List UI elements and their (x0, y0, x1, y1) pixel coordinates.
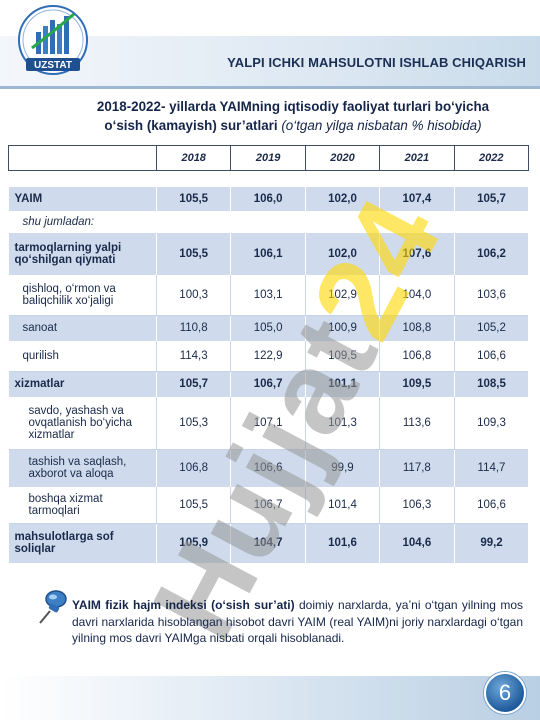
year-2022: 2022 (453, 145, 529, 171)
cell-value: 106,8 (379, 341, 455, 372)
cell-value: 103,1 (230, 275, 306, 316)
table-row: shu jumladan: (9, 211, 529, 233)
cell-value: 99,9 (304, 449, 380, 487)
table-row: tashish va saqlash, axborot va aloqa 106… (8, 449, 529, 487)
table-title-line1: 2018-2022- yillarda YAIMning iqtisodiy f… (96, 99, 490, 114)
table-row: sanoat 110,8 105,0 100,9 108,8 105,2 (8, 315, 529, 341)
page-number: 6 (484, 672, 526, 714)
row-label: tarmoqlarning yalpi qo‘shilgan qiymati (8, 233, 157, 275)
logo-text: UZSTAT (34, 60, 72, 71)
cell-value: 105,5 (155, 487, 231, 524)
cell-value: 106,3 (379, 487, 455, 524)
cell-value: 101,6 (304, 523, 380, 563)
cell-value: 109,3 (453, 397, 529, 450)
header-divider (0, 86, 540, 89)
cell-value: 114,7 (453, 449, 529, 487)
header-band (0, 36, 540, 86)
table-row: boshqa xizmat tarmoqlari 105,5 106,7 101… (8, 487, 529, 524)
year-header-empty (8, 145, 157, 171)
cell-value: 105,9 (155, 523, 231, 563)
cell-value: 109,5 (379, 371, 455, 397)
cell-value: 101,4 (304, 487, 380, 524)
row-label: xizmatlar (8, 371, 157, 397)
cell-value: 102,9 (304, 275, 380, 316)
cell-value: 106,2 (453, 233, 529, 275)
table-title-line2: o‘sish (kamayish) sur’atlari (o‘tgan yil… (58, 116, 528, 135)
cell-value: 105,0 (230, 315, 306, 341)
row-label: shu jumladan: (22, 216, 95, 228)
table-title: 2018-2022- yillarda YAIMning iqtisodiy f… (58, 97, 528, 135)
cell-value: 106,8 (155, 449, 231, 487)
cell-value: 104,6 (379, 523, 455, 563)
cell-value: 107,6 (379, 233, 455, 275)
table-row: savdo, yashash va ovqatlanish bo‘yicha x… (8, 397, 529, 450)
table-title-note: (o‘tgan yilga nisbatan % hisobida) (281, 118, 482, 133)
table-row: qishloq, o‘rmon va baliqchilik xo‘jaligi… (8, 275, 529, 316)
cell-value: 106,0 (230, 187, 306, 211)
row-label: tashish va saqlash, axborot va aloqa (8, 449, 157, 487)
cell-value: 105,7 (453, 187, 529, 211)
cell-value: 104,0 (379, 275, 455, 316)
cell-value: 99,2 (453, 523, 529, 563)
cell-value: 105,5 (155, 187, 231, 211)
cell-value: 106,1 (230, 233, 306, 275)
table-row: YAIM 105,5 106,0 102,0 107,4 105,7 (8, 187, 529, 211)
cell-value: 100,9 (304, 315, 380, 341)
cell-value: 101,3 (304, 397, 380, 450)
row-label: sanoat (8, 315, 157, 341)
page-title: YALPI ICHKI MAHSULOTNI ISHLAB CHIQARISH (227, 55, 526, 70)
pushpin-icon (39, 590, 67, 624)
cell-value: 105,7 (155, 371, 231, 397)
footnote: YAIM fizik hajm indeksi (o‘sish sur’ati)… (18, 597, 523, 647)
cell-value: 106,7 (230, 371, 306, 397)
row-label: YAIM (8, 187, 157, 211)
year-2021: 2021 (379, 145, 455, 171)
year-2019: 2019 (230, 145, 306, 171)
cell-value: 108,8 (379, 315, 455, 341)
cell-value: 109,5 (304, 341, 380, 372)
cell-value: 105,2 (453, 315, 529, 341)
footnote-bold: YAIM fizik hajm indeksi (o‘sish sur’ati) (72, 598, 295, 612)
table-row: mahsulotlarga sof soliqlar 105,9 104,7 1… (8, 523, 529, 563)
row-label: qishloq, o‘rmon va baliqchilik xo‘jaligi (8, 275, 157, 316)
cell-value: 102,0 (304, 233, 380, 275)
footnote-text: doimiy narxlarda, ya’ni o‘tgan yilning m… (72, 598, 524, 645)
cell-value: 110,8 (155, 315, 231, 341)
cell-value: 113,6 (379, 397, 455, 450)
cell-value: 106,6 (453, 487, 529, 524)
cell-value: 100,3 (155, 275, 231, 316)
footnote-paragraph: YAIM fizik hajm indeksi (o‘sish sur’ati)… (18, 597, 523, 647)
footer-band (0, 676, 540, 720)
cell-value: 107,4 (379, 187, 455, 211)
cell-value: 117,8 (379, 449, 455, 487)
cell-value: 114,3 (155, 341, 231, 372)
cell-value: 122,9 (230, 341, 306, 372)
table-title-bold: o‘sish (kamayish) sur’atlari (104, 118, 278, 133)
cell-value: 106,6 (453, 341, 529, 372)
cell-value: 101,1 (304, 371, 380, 397)
table-row: xizmatlar 105,7 106,7 101,1 109,5 108,5 (8, 371, 529, 397)
cell-value: 105,5 (155, 233, 231, 275)
cell-value: 105,3 (155, 397, 231, 450)
cell-value: 102,0 (304, 187, 380, 211)
cell-value: 106,7 (230, 487, 306, 524)
year-2020: 2020 (304, 145, 381, 171)
cell-value: 106,6 (230, 449, 306, 487)
growth-table: 2018 2019 2020 2021 2022 YAIM 105,5 106,… (8, 145, 529, 563)
table-row: tarmoqlarning yalpi qo‘shilgan qiymati 1… (8, 233, 529, 275)
row-label: savdo, yashash va ovqatlanish bo‘yicha x… (8, 397, 157, 450)
row-label: qurilish (8, 341, 157, 372)
row-label: mahsulotlarga sof soliqlar (8, 523, 157, 563)
uzstat-logo: UZSTAT (18, 5, 88, 75)
cell-value: 108,5 (453, 371, 529, 397)
cell-value: 104,7 (230, 523, 306, 563)
row-label: boshqa xizmat tarmoqlari (8, 487, 157, 524)
cell-value: 103,6 (453, 275, 529, 316)
cell-value: 107,1 (230, 397, 306, 450)
year-2018: 2018 (155, 145, 232, 171)
table-row: qurilish 114,3 122,9 109,5 106,8 106,6 (8, 341, 529, 372)
year-header-row: 2018 2019 2020 2021 2022 (8, 145, 529, 171)
